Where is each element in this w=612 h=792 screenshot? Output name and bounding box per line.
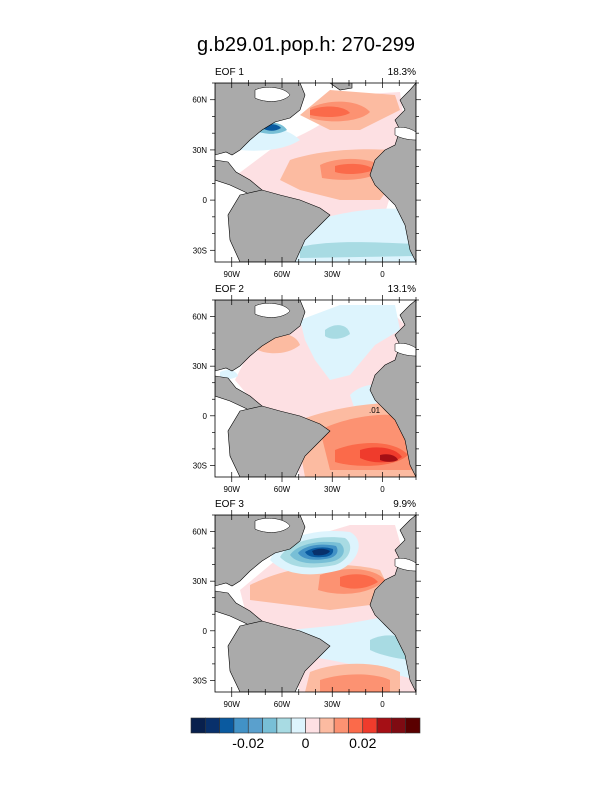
x-tick-label: 60W — [274, 270, 291, 279]
x-tick-label: 30W — [324, 700, 341, 709]
land-masses — [215, 83, 416, 262]
mediterranean — [394, 126, 416, 141]
contour-label: .01 — [369, 406, 381, 415]
mediterranean — [394, 557, 416, 572]
x-tick-label: 0 — [380, 270, 385, 279]
figure-title: g.b29.01.pop.h: 270-299 — [197, 34, 415, 56]
panel-3-title: EOF 3 — [215, 499, 244, 510]
panel-1-variance: 18.3% — [387, 67, 416, 78]
x-tick-label: 60W — [274, 700, 291, 709]
y-tick-label: 60N — [192, 96, 207, 105]
y-tick-label: 30S — [193, 246, 207, 255]
x-tick-label: 90W — [224, 270, 241, 279]
y-tick-label: 0 — [203, 412, 208, 421]
colorbar-box — [319, 717, 335, 734]
panel-3-map — [215, 515, 416, 692]
hudson-bay — [254, 303, 291, 318]
y-tick-label: 60N — [192, 528, 207, 537]
colorbar-label: 0 — [301, 735, 310, 751]
panel-1-map — [215, 83, 416, 262]
colorbar — [190, 717, 421, 734]
y-tick-label: 30S — [193, 676, 207, 685]
colorbar-box — [233, 717, 249, 734]
panel-2-title: EOF 2 — [215, 284, 244, 295]
colorbar-box — [376, 717, 392, 734]
colorbar-box — [362, 717, 378, 734]
panel-3-variance: 9.9% — [393, 499, 416, 510]
hudson-bay — [254, 518, 291, 533]
panel-2-map: .01 — [215, 300, 416, 477]
colorbar-box — [405, 717, 421, 734]
colorbar-box — [348, 717, 364, 734]
mediterranean — [394, 342, 416, 357]
panel-1-title: EOF 1 — [215, 67, 244, 78]
y-tick-label: 0 — [203, 196, 208, 205]
hudson-bay — [254, 87, 291, 102]
x-tick-label: 30W — [324, 270, 341, 279]
x-tick-label: 0 — [380, 700, 385, 709]
y-tick-label: 30N — [192, 146, 207, 155]
colorbar-box — [290, 717, 306, 734]
colorbar-box — [247, 717, 263, 734]
colorbar-box — [391, 717, 406, 734]
x-tick-label: 30W — [324, 485, 341, 494]
x-tick-label: 0 — [380, 485, 385, 494]
colorbar-box — [262, 717, 278, 734]
colorbar-box — [219, 717, 235, 734]
colorbar-box — [205, 717, 220, 734]
colorbar-label: -0.02 — [232, 735, 265, 751]
y-tick-label: 30S — [193, 461, 207, 470]
panel-2-variance: 13.1% — [387, 284, 416, 295]
x-tick-label: 60W — [274, 485, 291, 494]
x-tick-label: 90W — [224, 485, 241, 494]
axes: 90W 60W 30W 0 60N 30N 0 30S 90W 60W 30W 0 60N 30N 0 30S… — [192, 78, 421, 709]
colorbar-box — [190, 717, 206, 734]
colorbar-label: 0.02 — [349, 735, 377, 751]
y-tick-label: 30N — [192, 362, 207, 371]
y-tick-label: 30N — [192, 577, 207, 586]
y-tick-label: 60N — [192, 313, 207, 322]
colorbar-box — [333, 717, 349, 734]
x-tick-label: 90W — [224, 700, 241, 709]
colorbar-box — [276, 717, 292, 734]
y-tick-label: 0 — [203, 627, 208, 636]
anomaly-field — [220, 305, 416, 477]
colorbar-box — [305, 717, 321, 734]
land-masses — [215, 300, 416, 477]
